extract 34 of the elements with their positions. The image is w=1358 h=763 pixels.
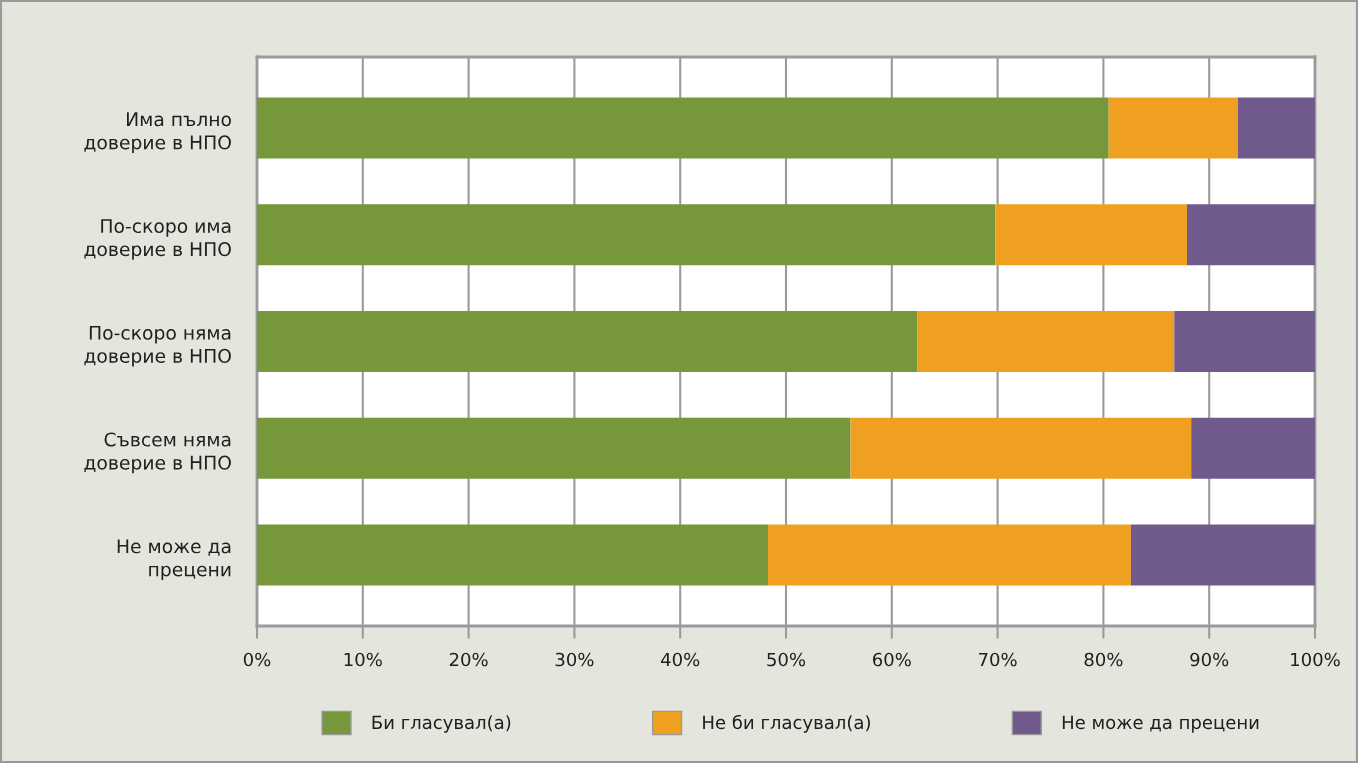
bar bbox=[1186, 204, 1315, 266]
y-tick-label: По-скоро няма доверие в НПО bbox=[84, 325, 231, 367]
bar bbox=[1174, 311, 1315, 372]
bar bbox=[257, 417, 851, 479]
x-tick-label: 20% bbox=[449, 652, 488, 667]
y-tick-label: Има пълно доверие в НПО bbox=[84, 112, 231, 154]
bar bbox=[1237, 97, 1315, 159]
x-tick-label: 10% bbox=[344, 652, 382, 667]
bar bbox=[768, 524, 1131, 586]
y-tick-label: Съвсем няма доверие в НПО bbox=[84, 432, 231, 474]
bar bbox=[1130, 524, 1315, 586]
x-tick-label: 60% bbox=[873, 652, 911, 667]
x-tick-label: 0% bbox=[243, 652, 271, 667]
bar bbox=[1191, 417, 1315, 479]
x-tick-label: 40% bbox=[661, 652, 700, 667]
bar bbox=[850, 417, 1192, 479]
x-tick-label: 80% bbox=[1084, 652, 1123, 667]
x-tick-label: 50% bbox=[767, 652, 806, 667]
y-tick-label: Не може да прецени bbox=[117, 539, 231, 581]
bar bbox=[257, 311, 918, 372]
legend-label: Не би гласувал(а) bbox=[703, 714, 870, 733]
x-tick-label: 90% bbox=[1190, 652, 1229, 667]
bar bbox=[995, 204, 1187, 266]
bar bbox=[1108, 97, 1238, 159]
legend-label: Би гласувал(а) bbox=[372, 715, 511, 733]
bar bbox=[257, 97, 1109, 159]
bar bbox=[917, 311, 1175, 372]
y-tick-label: По-скоро има доверие в НПО bbox=[84, 219, 231, 260]
legend-label: Не може да прецени bbox=[1062, 715, 1259, 733]
bar bbox=[257, 204, 996, 266]
x-tick-label: 30% bbox=[555, 652, 594, 667]
x-tick-label: 70% bbox=[979, 652, 1017, 667]
x-tick-label: 100% bbox=[1291, 652, 1340, 667]
bar bbox=[257, 524, 769, 586]
